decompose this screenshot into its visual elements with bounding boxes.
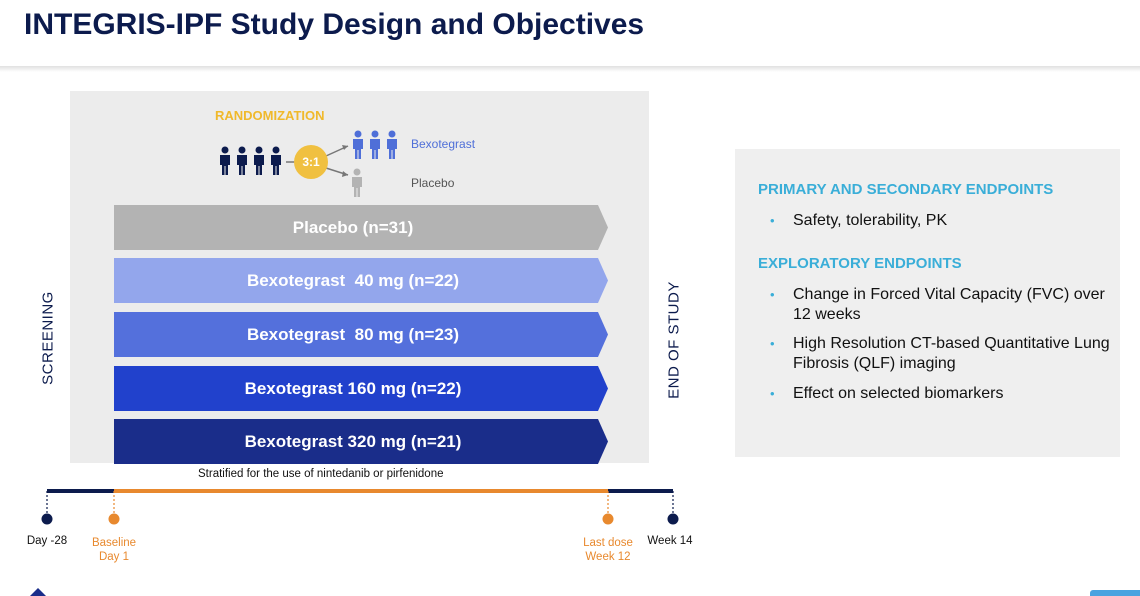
person-icon xyxy=(254,146,264,175)
company-logo-icon xyxy=(30,588,46,596)
dot-last-dose xyxy=(602,513,614,525)
arm-arrow-160mg: Bexotegrast 160 mg (n=22) xyxy=(114,366,608,411)
title-bar: INTEGRIS-IPF Study Design and Objectives xyxy=(0,0,1140,66)
randomization-ratio-badge: 3:1 xyxy=(294,145,328,179)
arm-arrow-320mg: Bexotegrast 320 mg (n=21) xyxy=(114,419,608,464)
randomization-label: RANDOMIZATION xyxy=(215,108,325,123)
arrow-lines-icon xyxy=(286,145,349,177)
footer-accent-bar xyxy=(1090,590,1140,596)
timeline-label-week-14: Week 14 xyxy=(647,535,693,547)
timeline-label-day-minus-28: Day -28 xyxy=(26,535,68,547)
patients-icon xyxy=(220,146,281,175)
dot-baseline xyxy=(108,513,120,525)
dot-day-minus-28 xyxy=(41,513,53,525)
bullet-icon: • xyxy=(770,386,775,401)
arm-arrow-placebo: Placebo (n=31) xyxy=(114,205,608,250)
timeline-label-last-dose: Last dose Week 12 xyxy=(583,537,633,563)
person-icon xyxy=(220,146,230,175)
bexotegrast-group-icon xyxy=(353,130,397,159)
page-title: INTEGRIS-IPF Study Design and Objectives xyxy=(24,8,645,41)
arm-arrow-40mg: Bexotegrast 40 mg (n=22) xyxy=(114,258,608,303)
title-divider xyxy=(0,66,1140,72)
placebo-arm-label: Placebo xyxy=(411,176,455,190)
person-icon xyxy=(271,146,281,175)
bullet-icon: • xyxy=(770,213,775,228)
dot-week-14 xyxy=(667,513,679,525)
bullet-icon: • xyxy=(770,336,775,351)
person-icon xyxy=(370,130,380,159)
arm-arrow-80mg: Bexotegrast 80 mg (n=23) xyxy=(114,312,608,357)
exploratory-endpoints-heading: EXPLORATORY ENDPOINTS xyxy=(758,255,962,272)
bullet-icon: • xyxy=(770,287,775,302)
person-icon xyxy=(237,146,247,175)
timeline-label-baseline: Baseline Day 1 xyxy=(91,537,137,563)
placebo-group-icon xyxy=(352,168,362,197)
person-icon xyxy=(387,130,397,159)
person-icon xyxy=(353,130,363,159)
primary-endpoints-heading: PRIMARY AND SECONDARY ENDPOINTS xyxy=(758,181,1054,198)
endpoints-panel xyxy=(735,149,1120,457)
bexotegrast-arm-label: Bexotegrast xyxy=(411,137,476,151)
stratification-note: Stratified for the use of nintedanib or … xyxy=(198,468,444,480)
